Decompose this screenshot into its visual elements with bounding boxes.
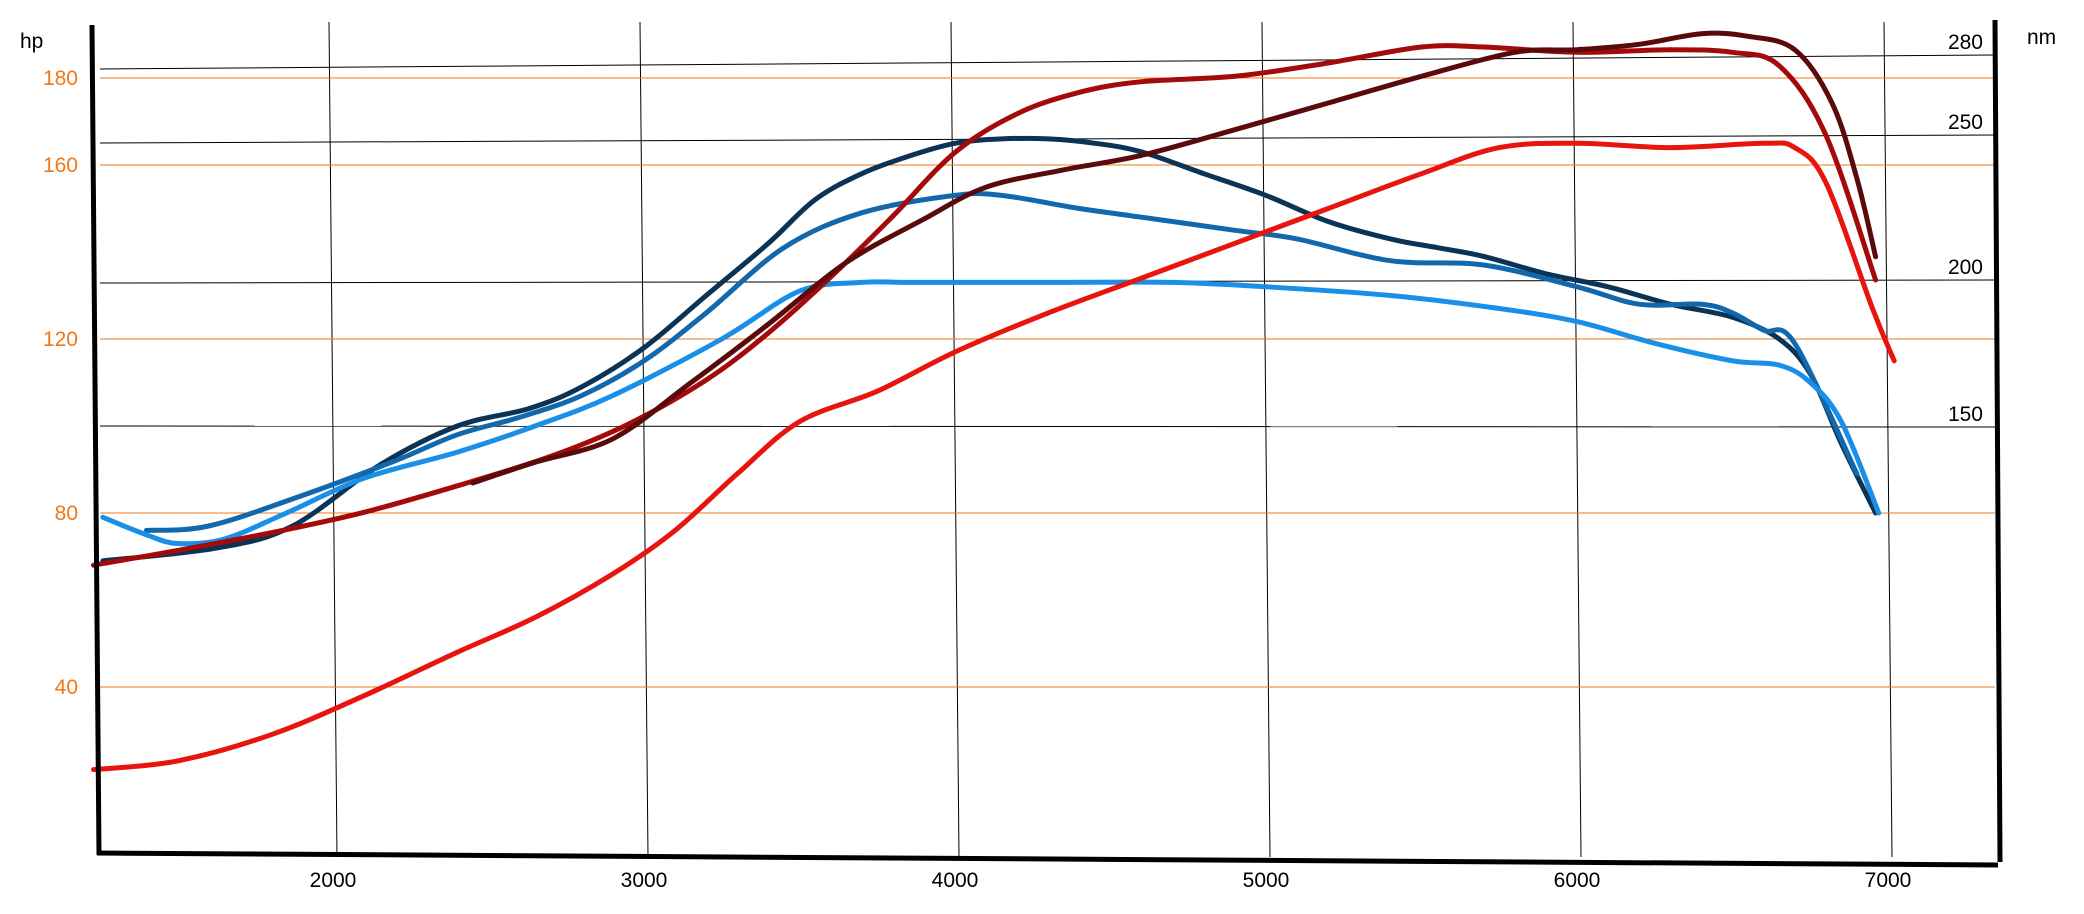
x-tick-label: 7000: [1865, 869, 1912, 892]
x-tick-label: 4000: [932, 869, 979, 892]
left-axis-line: [89, 24, 102, 856]
hp-tick-label: 40: [55, 676, 78, 699]
bottom-axis-line: [96, 850, 1999, 868]
series-line-2: [143, 191, 1860, 533]
vertical-gridline: [1883, 21, 1893, 858]
vertical-gridline: [1572, 21, 1582, 858]
x-tick-label: 6000: [1554, 869, 1601, 892]
nm-tick-label: 250: [1948, 111, 1983, 134]
nm-gridline: [99, 425, 1996, 428]
vertical-gridline: [950, 21, 960, 858]
nm-axis-label: nm: [2027, 26, 2056, 49]
nm-tick-label: 280: [1948, 31, 1983, 54]
right-axis-line: [1992, 19, 2003, 863]
series-line-3: [100, 279, 1882, 547]
nm-tick-label: 150: [1948, 403, 1983, 426]
hp-tick-label: 160: [43, 154, 78, 177]
series-line-5: [91, 43, 1879, 568]
vertical-gridline: [328, 21, 338, 858]
hp-tick-label: 80: [55, 502, 78, 525]
hp-tick-labels: 40 80 120 160 180: [43, 67, 78, 699]
nm-tick-label: 200: [1948, 256, 1983, 279]
nm-gridlines: [99, 54, 1996, 428]
series-line-4: [91, 140, 1897, 773]
hp-axis-label: hp: [20, 30, 43, 53]
series-line-1: [100, 135, 1879, 564]
vertical-gridlines: [328, 21, 1893, 858]
nm-gridline: [99, 54, 1996, 70]
x-tick-label: 5000: [1243, 869, 1290, 892]
x-tick-label: 2000: [310, 869, 357, 892]
vertical-gridline: [639, 21, 649, 858]
series-lines: [91, 30, 1897, 773]
x-tick-label: 3000: [621, 869, 668, 892]
hp-tick-label: 180: [43, 67, 78, 90]
vertical-gridline: [1261, 21, 1271, 858]
hp-tick-label: 120: [43, 328, 78, 351]
series-line-6: [470, 30, 1879, 486]
nm-tick-labels: 150 200 250 280: [1948, 31, 1983, 426]
x-tick-labels: 2000 3000 4000 5000 6000 7000: [310, 869, 1912, 892]
hp-gridlines: [100, 77, 1995, 688]
